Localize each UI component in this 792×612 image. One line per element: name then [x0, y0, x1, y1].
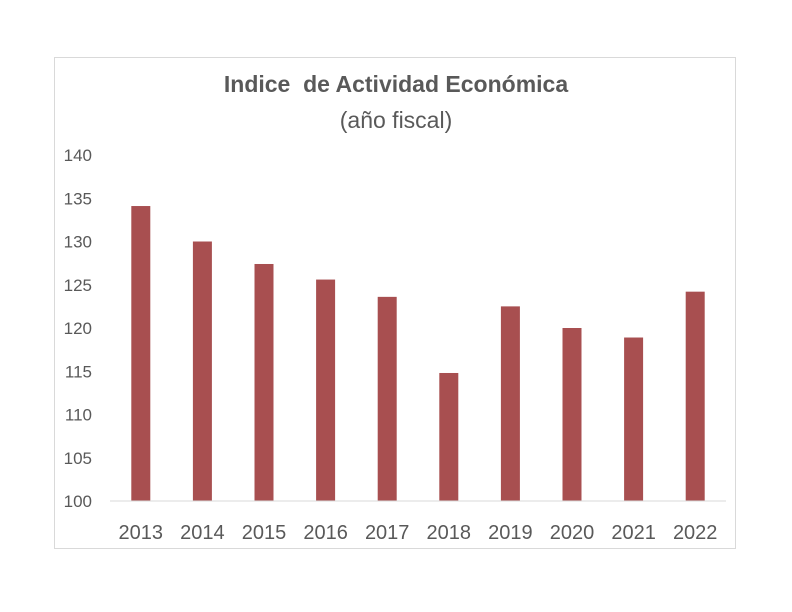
bar-2013 [131, 206, 151, 501]
x-tick-label: 2015 [242, 522, 287, 544]
y-tick-label: 115 [65, 362, 92, 381]
y-tick-label: 110 [65, 406, 92, 425]
x-tick-label: 2019 [488, 522, 533, 544]
y-tick-label: 140 [64, 146, 92, 165]
x-tick-label: 2013 [119, 522, 164, 544]
bar-2015 [254, 263, 274, 501]
bar-2020 [562, 328, 582, 501]
x-tick-label: 2022 [673, 522, 718, 544]
bars [131, 206, 705, 501]
bar-2017 [377, 296, 397, 501]
y-tick-label: 105 [64, 449, 92, 468]
x-tick-label: 2016 [303, 522, 348, 544]
chart-subtitle: (año fiscal) [340, 107, 452, 133]
x-tick-label: 2017 [365, 522, 410, 544]
y-tick-label: 120 [64, 319, 92, 338]
bar-2022 [685, 291, 705, 501]
x-tick-label: 2018 [427, 522, 472, 544]
y-tick-label: 130 [64, 233, 92, 252]
bar-2014 [192, 241, 212, 501]
chart-frame [54, 57, 736, 549]
chart-title: Indice de Actividad Económica [224, 71, 568, 97]
x-tick-label: 2014 [180, 522, 225, 544]
y-tick-label: 100 [64, 492, 92, 511]
y-tick-label: 135 [64, 189, 92, 208]
bar-2018 [439, 372, 459, 501]
y-tick-label: 125 [64, 276, 92, 295]
x-axis-ticks: 2013 2014 2015 2016 2017 2018 2019 2020 2021 2022 [119, 522, 718, 544]
bar-2021 [624, 337, 644, 501]
x-tick-label: 2021 [611, 522, 656, 544]
bar-2016 [316, 279, 336, 501]
x-tick-label: 2020 [550, 522, 595, 544]
bar-2019 [500, 306, 520, 501]
y-axis-ticks: 100 105 110 115 120 125 130 135 140 [64, 146, 92, 511]
